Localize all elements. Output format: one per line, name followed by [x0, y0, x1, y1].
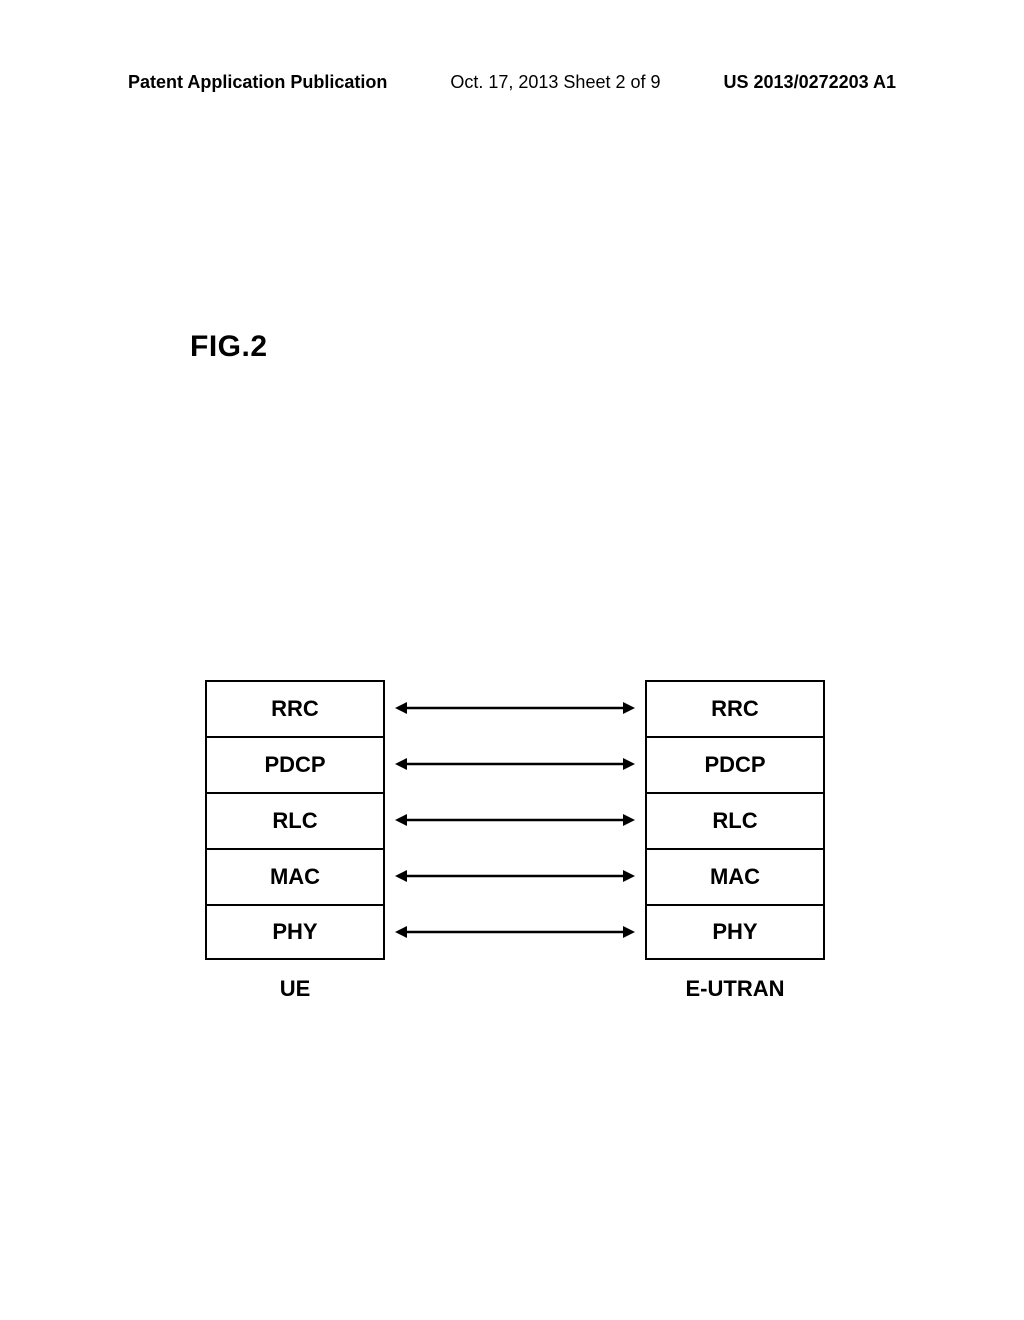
ue-layer-box: RRC [205, 680, 385, 736]
bottom-labels-row: UE E-UTRAN [205, 976, 825, 1002]
double-arrow-icon [395, 754, 635, 774]
ue-label: UE [205, 976, 385, 1002]
eutran-layer-box: MAC [645, 848, 825, 904]
eutran-layer-box: RLC [645, 792, 825, 848]
double-arrow-icon [395, 922, 635, 942]
figure-label: FIG.2 [190, 330, 268, 364]
ue-layer-box: PDCP [205, 736, 385, 792]
eutran-label: E-UTRAN [645, 976, 825, 1002]
page-header: Patent Application Publication Oct. 17, … [0, 72, 1024, 93]
arrow-cell [385, 904, 645, 960]
arrow-cell [385, 848, 645, 904]
eutran-layer-box: RRC [645, 680, 825, 736]
header-right: US 2013/0272203 A1 [724, 72, 896, 93]
double-arrow-icon [395, 810, 635, 830]
layer-row: RLC RLC [205, 792, 825, 848]
layer-row: MAC MAC [205, 848, 825, 904]
arrow-cell [385, 680, 645, 736]
ue-layer-box: RLC [205, 792, 385, 848]
layer-row: PHY PHY [205, 904, 825, 960]
arrow-cell [385, 792, 645, 848]
ue-layer-box: PHY [205, 904, 385, 960]
eutran-layer-box: PDCP [645, 736, 825, 792]
ue-layer-box: MAC [205, 848, 385, 904]
header-center: Oct. 17, 2013 Sheet 2 of 9 [450, 72, 660, 93]
protocol-stack-diagram: RRC RRC PDCP PDCP RLC [205, 680, 825, 1002]
arrow-cell [385, 736, 645, 792]
double-arrow-icon [395, 866, 635, 886]
header-left: Patent Application Publication [128, 72, 387, 93]
layer-row: RRC RRC [205, 680, 825, 736]
eutran-layer-box: PHY [645, 904, 825, 960]
page: Patent Application Publication Oct. 17, … [0, 0, 1024, 1320]
double-arrow-icon [395, 698, 635, 718]
layer-row: PDCP PDCP [205, 736, 825, 792]
